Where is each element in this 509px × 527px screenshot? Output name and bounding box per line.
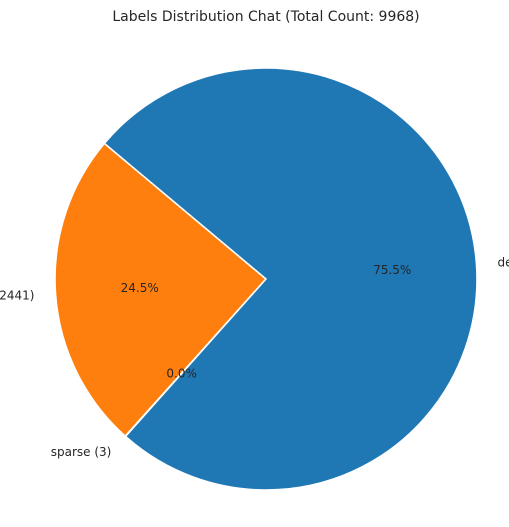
slice-label-hybrid: hybrid (2441)	[0, 289, 34, 303]
pct-label-dense: 75.5%	[373, 263, 411, 277]
pie-labels: hybrid (2441) 24.5% sparse (3) 0.0% dense (7…	[0, 255, 509, 459]
slice-label-dense: dense (7524)	[497, 255, 509, 269]
chart-title: Labels Distribution Chat (Total Count: 9…	[112, 9, 419, 25]
pie-slices	[54, 67, 478, 491]
pie-slice-hybrid	[54, 142, 267, 437]
pct-label-sparse: 0.0%	[166, 366, 197, 380]
slice-label-sparse: sparse (3)	[51, 445, 112, 459]
pct-label-hybrid: 24.5%	[121, 281, 159, 295]
pie-slice-dense	[103, 67, 478, 491]
